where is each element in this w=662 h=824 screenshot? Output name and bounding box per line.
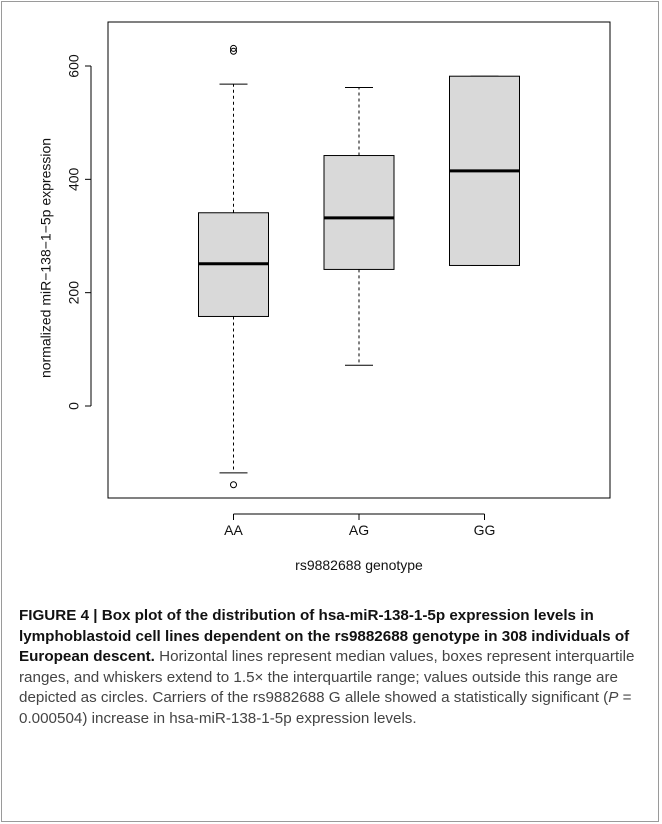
y-tick-label-600: 600 [66,54,82,78]
box-ag [323,155,395,270]
caption-title: FIGURE 4 | Box plot of the distribution … [19,607,630,666]
y-tick-label-0: 0 [66,402,82,410]
x-tick-label-AA: AA [224,522,243,538]
x-axis-title: rs9882688 genotype [295,557,423,573]
caption-body-1: Horizontal lines represent median values… [19,648,635,707]
y-tick-label-200: 200 [66,281,82,305]
caption-p-value: = 0.000504 [19,689,632,727]
box-plot: 0 200 400 600 AA AG GG rs9882688 genotype normal… [38,21,611,573]
outlier-aa-1 [230,47,237,55]
y-tick-label-400: 400 [66,167,82,191]
outlier-aa-2 [230,44,237,52]
plot-border [107,21,611,499]
figure-caption: FIGURE 4 | Box plot of the distribution … [19,606,647,730]
x-tick-label-GG: GG [474,522,496,538]
caption-p-symbol: P [608,689,619,707]
outlier-aa-0 [230,481,237,489]
caption-body-2: ) increase in hsa-miR-138-1-5p expressio… [82,709,417,727]
x-tick-label-AG: AG [349,522,369,538]
y-axis-title: normalized miR−138−1−5p expression [38,138,54,378]
